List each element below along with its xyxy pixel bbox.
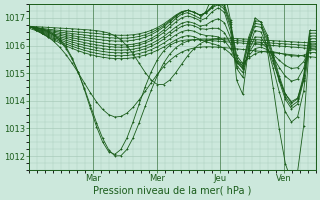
X-axis label: Pression niveau de la mer( hPa ): Pression niveau de la mer( hPa ) (93, 186, 252, 196)
